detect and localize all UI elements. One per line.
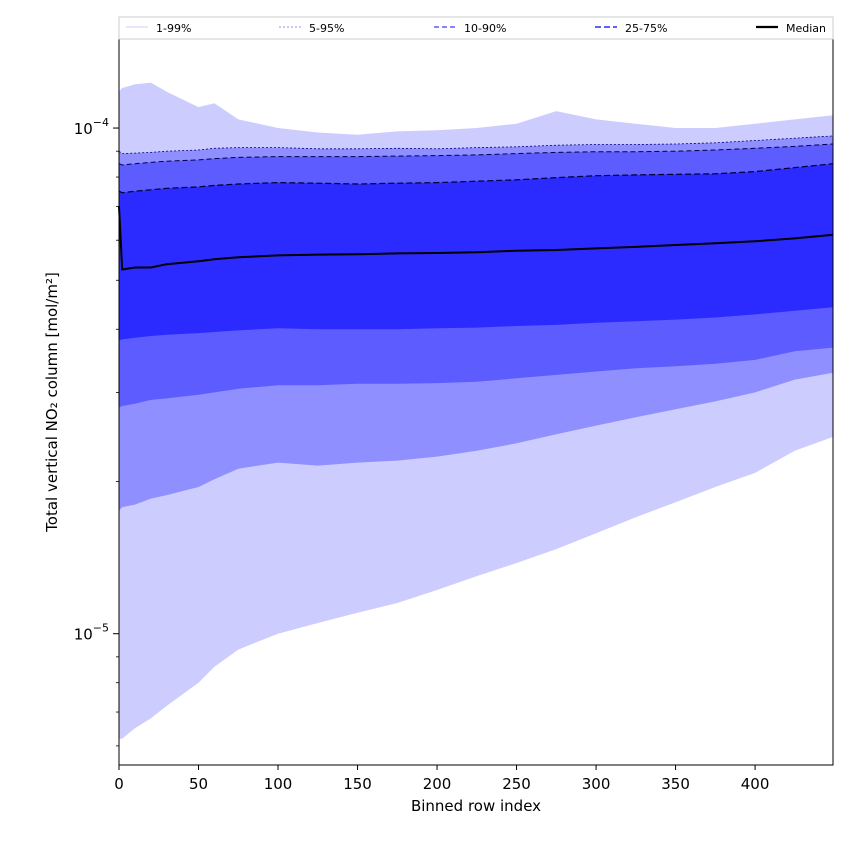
x-tick-label: 250 [502, 775, 531, 793]
legend-box [118, 16, 834, 40]
x-axis-ticks: 0 50 100 150 200 250 300 350 400 [114, 765, 769, 793]
x-tick-label: 300 [582, 775, 611, 793]
legend-label: 5-95% [309, 22, 344, 35]
legend-label: Median [786, 22, 826, 35]
x-tick-label: 200 [423, 775, 452, 793]
y-tick-label: 10−5 [74, 622, 109, 644]
x-axis-label: Binned row index [411, 797, 541, 815]
median-line-group [118, 206, 834, 271]
percentile-bands [119, 82, 833, 739]
legend-label: 1-99% [156, 22, 191, 35]
band-edge-10-90 [118, 143, 834, 166]
x-tick-label: 150 [343, 775, 372, 793]
band-edge-lines [118, 135, 834, 194]
x-tick-label: 100 [264, 775, 293, 793]
y-axis-ticks: 10−5 10−4 [74, 116, 119, 747]
y-axis-label: Total vertical NO₂ column [mol/m²] [43, 272, 61, 533]
x-tick-label: 0 [114, 775, 124, 793]
legend: 1-99% 5-95% 10-90% 25-75% Median [118, 16, 834, 40]
median-line [118, 206, 834, 271]
band-edge-25-75 [118, 163, 834, 194]
x-tick-label: 350 [661, 775, 690, 793]
x-tick-label: 400 [741, 775, 770, 793]
legend-label: 10-90% [464, 22, 506, 35]
x-tick-label: 50 [189, 775, 208, 793]
y-tick-label: 10−4 [74, 116, 109, 138]
legend-label: 25-75% [625, 22, 667, 35]
